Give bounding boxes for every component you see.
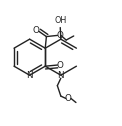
Text: O: O: [65, 94, 72, 103]
Text: O: O: [57, 60, 64, 70]
Text: OH: OH: [54, 16, 66, 25]
Text: N: N: [58, 71, 64, 80]
Text: O: O: [33, 26, 40, 35]
Text: N: N: [26, 71, 33, 80]
Text: O: O: [56, 31, 63, 40]
